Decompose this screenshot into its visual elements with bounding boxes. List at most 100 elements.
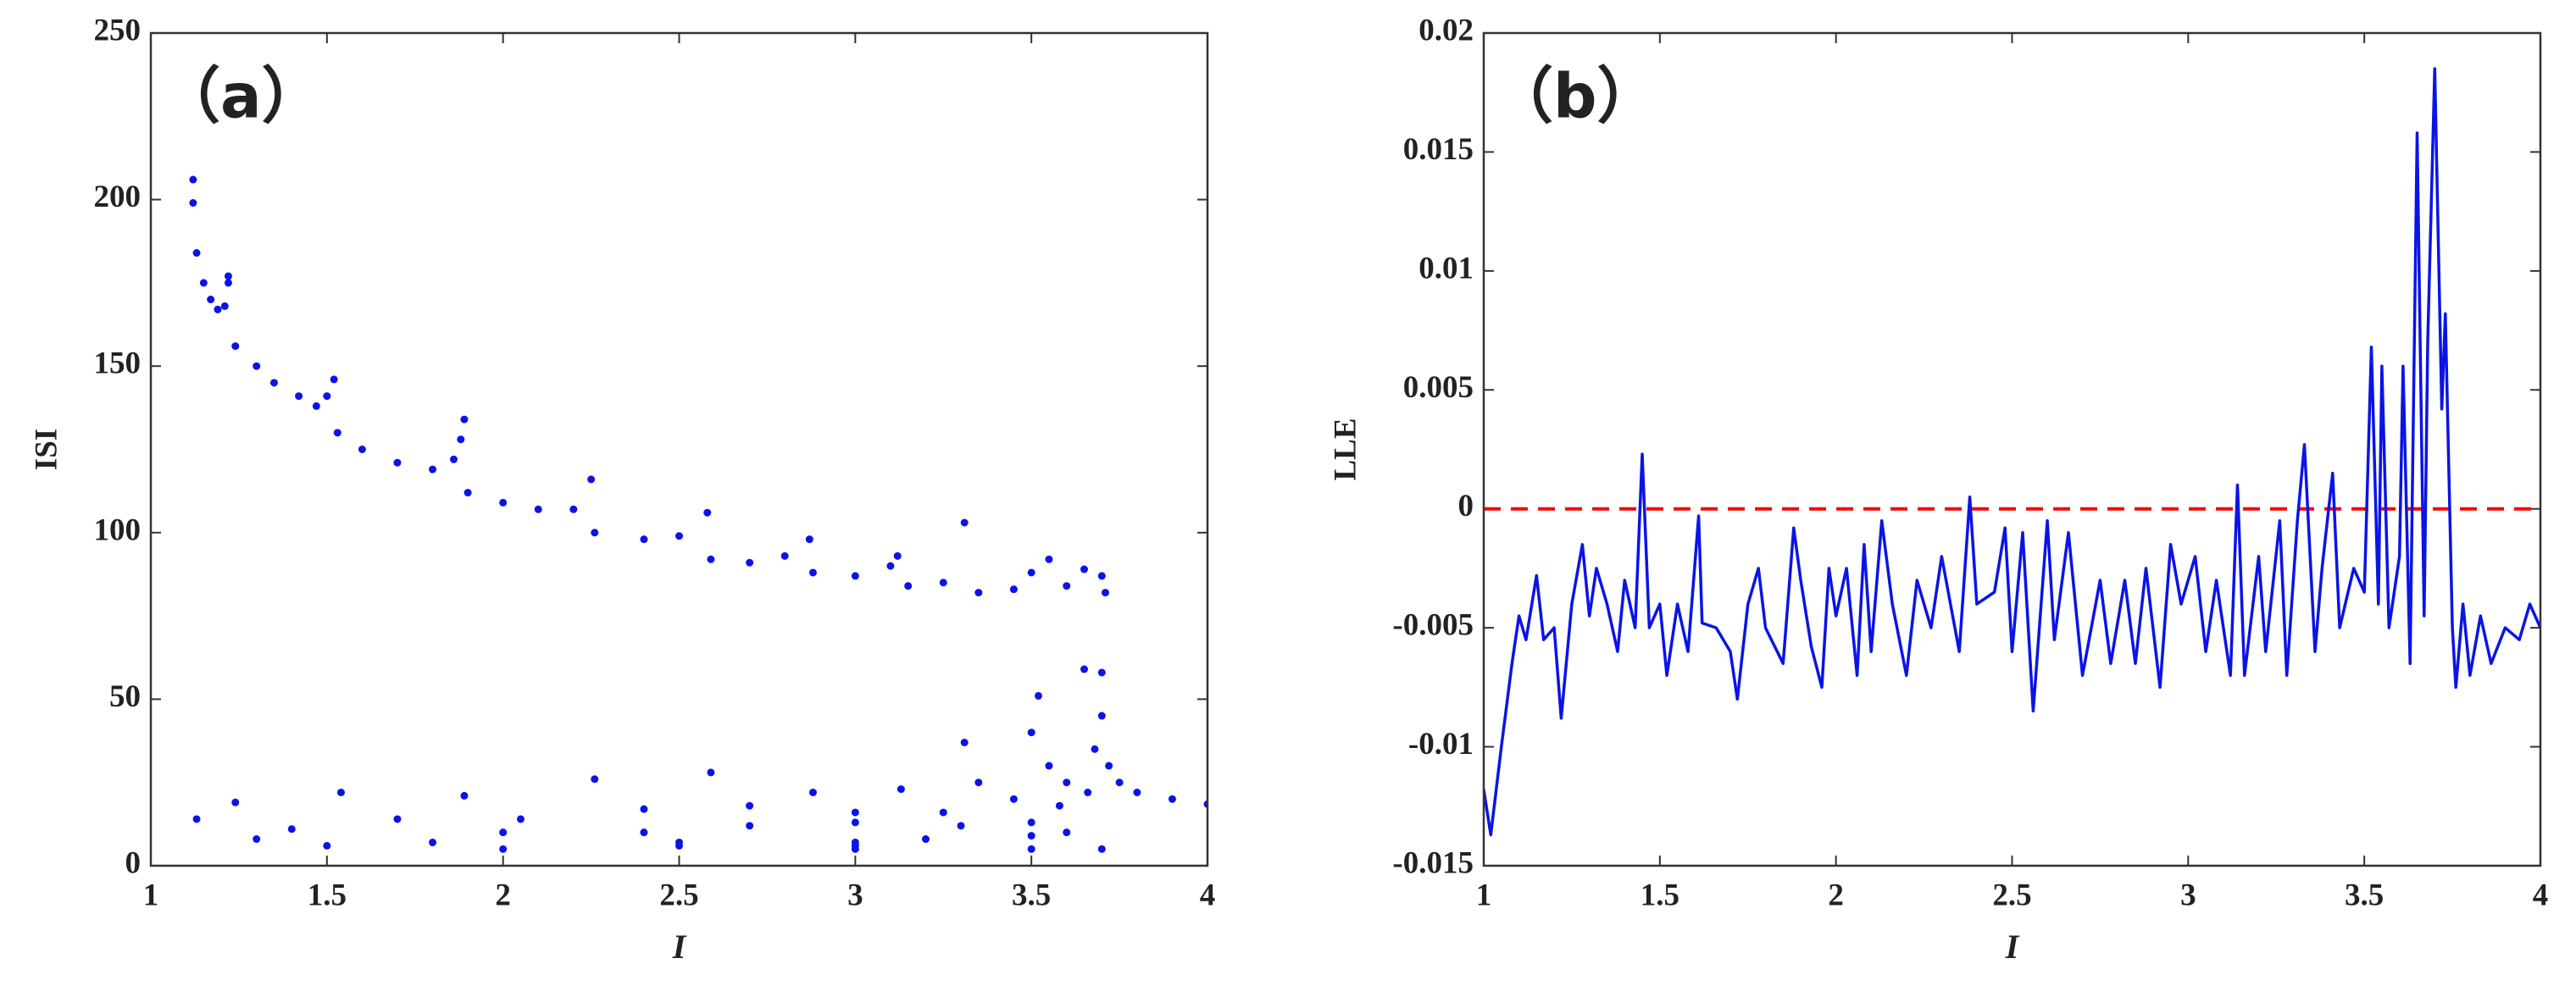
point bbox=[330, 375, 338, 384]
y-tick-label: 50 bbox=[109, 679, 141, 714]
x-tick-label: 3.5 bbox=[1012, 878, 1051, 912]
point bbox=[312, 402, 320, 410]
point bbox=[808, 568, 817, 577]
x-tick-label: 1 bbox=[1476, 878, 1492, 912]
point bbox=[569, 505, 578, 513]
point bbox=[192, 815, 201, 823]
point bbox=[1084, 788, 1092, 796]
point bbox=[460, 415, 469, 424]
y-tick-label: 0.005 bbox=[1403, 370, 1474, 405]
panel-label: （a） bbox=[159, 61, 323, 132]
x-tick-label: 1 bbox=[143, 878, 159, 912]
point bbox=[675, 838, 683, 846]
point bbox=[224, 272, 232, 280]
point bbox=[457, 435, 465, 444]
point bbox=[703, 508, 712, 517]
x-tick-label: 4 bbox=[2533, 878, 2549, 912]
point bbox=[707, 768, 715, 777]
point bbox=[921, 835, 930, 844]
x-tick-label: 2.5 bbox=[1992, 878, 2031, 912]
y-tick-label: 0.01 bbox=[1418, 251, 1474, 285]
point bbox=[707, 555, 715, 563]
point bbox=[1097, 712, 1106, 720]
point bbox=[393, 458, 402, 467]
point bbox=[780, 551, 789, 560]
point bbox=[904, 582, 913, 590]
point bbox=[534, 505, 542, 513]
point bbox=[746, 801, 754, 810]
y-tick-label: 150 bbox=[94, 346, 142, 381]
point bbox=[1027, 832, 1035, 840]
point bbox=[805, 535, 813, 544]
point bbox=[189, 199, 197, 208]
point bbox=[808, 788, 817, 796]
point bbox=[1168, 795, 1176, 803]
point bbox=[231, 342, 240, 351]
y-tick-label: -0.015 bbox=[1392, 845, 1474, 880]
point bbox=[746, 558, 754, 567]
point bbox=[1101, 589, 1109, 597]
point bbox=[336, 788, 345, 796]
x-tick-label: 3 bbox=[2180, 878, 2196, 912]
point bbox=[516, 815, 525, 823]
y-axis-label: LLE bbox=[1328, 418, 1363, 480]
point bbox=[851, 808, 859, 817]
point bbox=[886, 562, 895, 570]
y-tick-label: 0.015 bbox=[1403, 132, 1474, 167]
point bbox=[851, 838, 859, 846]
point bbox=[1115, 778, 1124, 787]
subplot: 0 50 100 150 200 250 1 1.5 2 2.5 3 3.5 4 I ISI （a） bbox=[29, 13, 1215, 966]
point bbox=[893, 551, 902, 560]
x-tick-label: 1.5 bbox=[308, 878, 347, 912]
point bbox=[499, 845, 508, 853]
x-tick-label: 2 bbox=[495, 878, 511, 912]
point bbox=[1097, 845, 1106, 853]
y-tick-label: 0 bbox=[1458, 489, 1474, 523]
point bbox=[1034, 691, 1042, 700]
point bbox=[333, 429, 341, 437]
point bbox=[253, 362, 261, 370]
point bbox=[189, 175, 197, 184]
y-tick-label: 0 bbox=[125, 845, 142, 880]
point bbox=[746, 822, 754, 830]
point bbox=[974, 778, 983, 787]
point bbox=[1045, 555, 1053, 563]
point bbox=[1027, 845, 1035, 853]
point bbox=[1063, 778, 1071, 787]
point bbox=[587, 475, 596, 484]
point bbox=[231, 798, 240, 806]
point bbox=[851, 572, 859, 580]
point bbox=[957, 822, 965, 830]
point bbox=[675, 532, 683, 540]
point bbox=[323, 841, 331, 850]
subplot: -0.015 -0.01 -0.005 0 0.005 0.01 0.015 0.02 1 1.5… bbox=[1328, 13, 2548, 966]
point bbox=[199, 279, 208, 287]
x-axis-label: I bbox=[2005, 928, 2020, 966]
point bbox=[449, 455, 458, 463]
point bbox=[269, 379, 278, 387]
point bbox=[939, 579, 947, 587]
point bbox=[1045, 762, 1053, 770]
y-tick-label: 200 bbox=[94, 180, 142, 214]
point bbox=[640, 535, 648, 544]
point bbox=[220, 302, 229, 310]
point bbox=[295, 392, 303, 401]
point bbox=[591, 775, 599, 784]
point bbox=[429, 465, 437, 474]
point bbox=[974, 589, 983, 597]
point bbox=[1063, 582, 1071, 590]
point bbox=[1105, 762, 1113, 770]
y-tick-label: -0.01 bbox=[1408, 727, 1474, 762]
point bbox=[640, 828, 648, 837]
x-tick-label: 3.5 bbox=[2345, 878, 2384, 912]
data-line bbox=[1484, 67, 2540, 837]
point bbox=[214, 305, 222, 313]
point bbox=[464, 489, 472, 497]
y-tick-label: 0.02 bbox=[1418, 13, 1474, 47]
point bbox=[1080, 565, 1089, 573]
point bbox=[897, 785, 905, 794]
point bbox=[1063, 828, 1071, 837]
point bbox=[358, 446, 366, 453]
point bbox=[960, 739, 969, 747]
